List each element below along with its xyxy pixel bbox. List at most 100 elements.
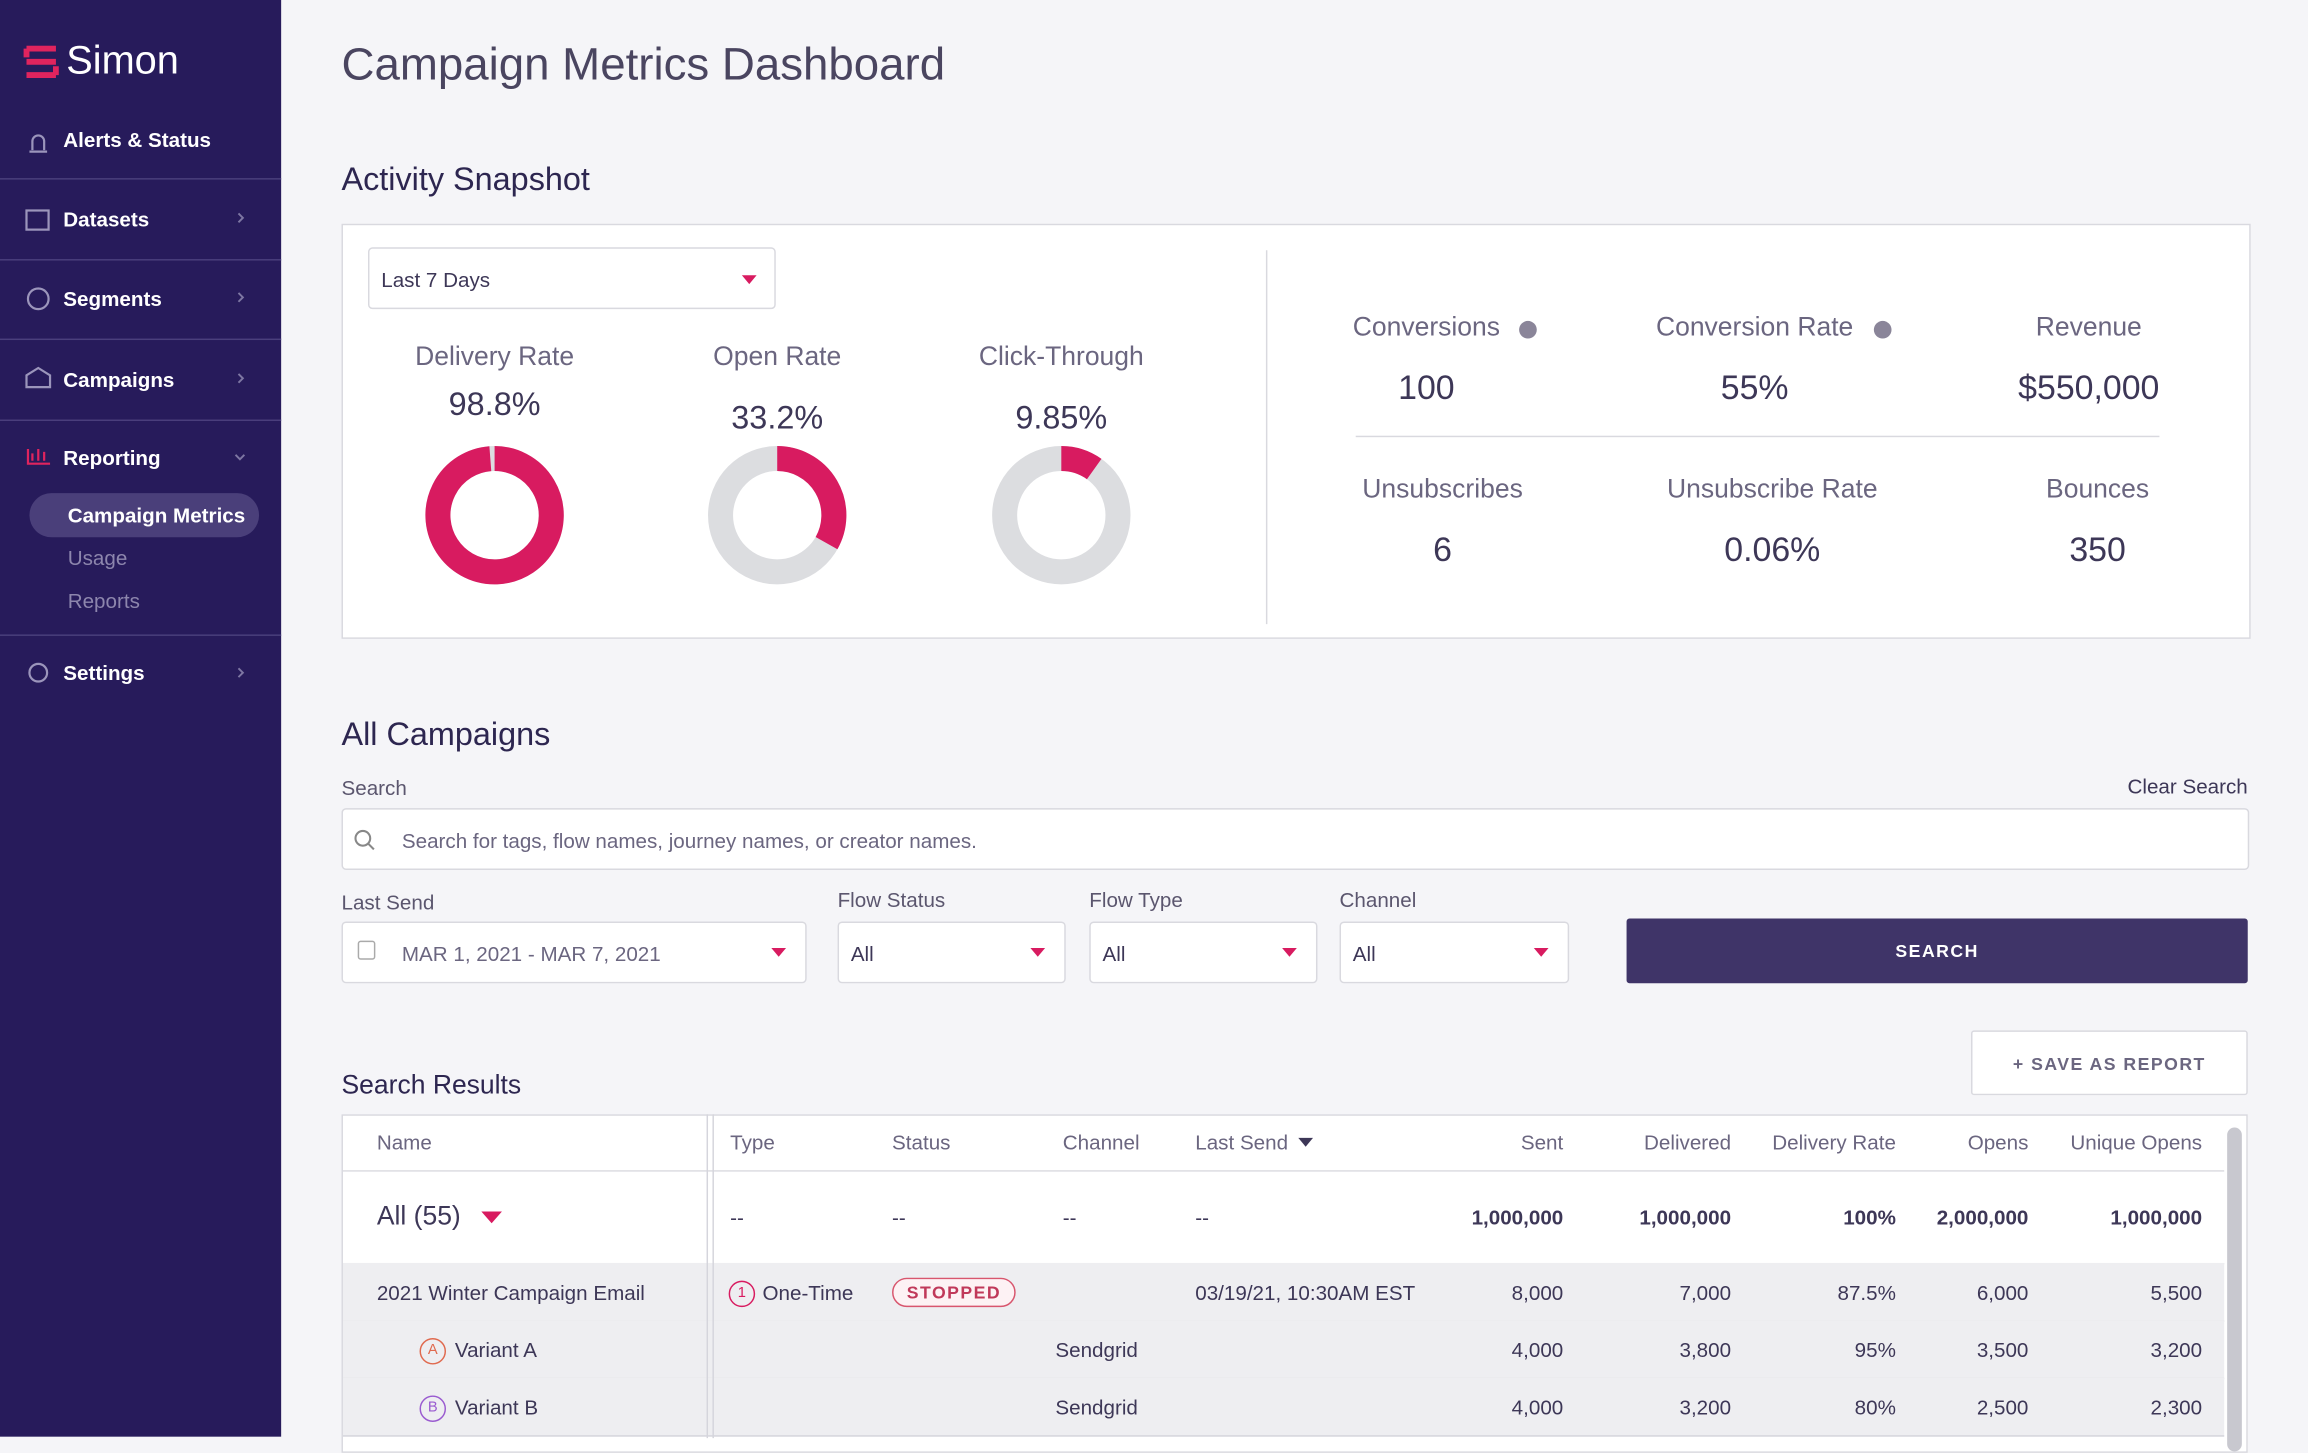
- page-title: Campaign Metrics Dashboard: [341, 38, 946, 90]
- search-label: Search: [341, 775, 407, 800]
- nav-subitem[interactable]: Campaign Metrics: [67, 503, 246, 527]
- table-cell: 100%: [1843, 1205, 1896, 1230]
- column-header: Name: [376, 1130, 432, 1155]
- table-cell: 1,000,000: [1471, 1205, 1564, 1230]
- table-cell: Variant A: [454, 1337, 537, 1361]
- table-cell: Variant B: [454, 1394, 539, 1419]
- variant-badge: A: [419, 1337, 447, 1364]
- filter-select[interactable]: [837, 921, 1066, 984]
- table-cell: All (55): [376, 1201, 461, 1231]
- table-cell: 7,000: [1679, 1279, 1732, 1304]
- column-header: Type: [730, 1130, 775, 1155]
- search-button-label: SEARCH: [1895, 940, 1979, 962]
- metric-label: Bounces: [2046, 473, 2150, 504]
- table-cell: One-Time: [762, 1279, 854, 1304]
- table-cell: 87.5%: [1837, 1279, 1896, 1304]
- search-icon: [354, 829, 375, 851]
- filter-label: Last Send: [341, 890, 435, 915]
- donut-label: Open Rate: [713, 341, 842, 371]
- metric-label: Revenue: [2035, 312, 2142, 342]
- period-value: Last 7 Days: [381, 267, 491, 292]
- table-cell: --: [1195, 1205, 1209, 1230]
- metric-value: $550,000: [2018, 368, 2160, 407]
- period-select[interactable]: [368, 247, 776, 310]
- metric-value: 0.06%: [1724, 529, 1821, 569]
- filter-select[interactable]: [1089, 921, 1318, 984]
- caret: [771, 947, 787, 957]
- table-cell: 2,300: [2150, 1394, 2203, 1419]
- calendar-icon: [357, 940, 376, 960]
- table-cell: 95%: [1854, 1337, 1896, 1361]
- table-cell: STOPPED: [892, 1276, 1016, 1307]
- filter-select[interactable]: [341, 921, 807, 984]
- search-input[interactable]: [341, 808, 2250, 870]
- section-title: All Campaigns: [341, 715, 551, 753]
- metric-label: Unsubscribes: [1362, 473, 1523, 504]
- filter-select[interactable]: [1339, 921, 1570, 984]
- donut-arc: [776, 446, 847, 550]
- nav-item[interactable]: Campaigns: [63, 368, 175, 392]
- filter-label: Channel: [1339, 887, 1417, 912]
- nav-item[interactable]: Settings: [63, 660, 145, 685]
- results-title: Search Results: [341, 1070, 522, 1100]
- search-placeholder: Search for tags, flow names, journey nam…: [401, 828, 977, 853]
- nav-subitem[interactable]: Usage: [67, 546, 128, 570]
- active-pill: [29, 493, 260, 538]
- filter-value: All: [1352, 942, 1376, 966]
- filter-label: Flow Type: [1089, 887, 1183, 912]
- table-row: [342, 1320, 2225, 1380]
- table-cell: 03/19/21, 10:30AM EST: [1195, 1279, 1416, 1304]
- donuts: [425, 446, 1131, 585]
- table-cell: 6,000: [1976, 1279, 2029, 1304]
- filter-value: All: [1102, 942, 1126, 966]
- variant-badge: B: [419, 1394, 447, 1422]
- table-cell: 2021 Winter Campaign Email: [376, 1279, 645, 1304]
- table-cell: 2,500: [1976, 1394, 2029, 1419]
- table-cell: 4,000: [1511, 1394, 1564, 1419]
- clear-search[interactable]: Clear Search: [2127, 774, 2248, 798]
- nav-item[interactable]: Datasets: [63, 207, 150, 232]
- table-cell: 4,000: [1511, 1337, 1564, 1361]
- table-cell: 1,000,000: [2110, 1205, 2203, 1230]
- table-cell: 3,500: [1976, 1337, 2029, 1361]
- sidebar: Simon Alerts & Status Datasets Segments …: [0, 0, 282, 1437]
- donut-track: [992, 446, 1131, 585]
- donut-value: 33.2%: [731, 398, 824, 436]
- column-divider: [706, 1114, 714, 1439]
- filter-value: MAR 1, 2021 - MAR 7, 2021: [401, 942, 661, 966]
- donut-arc: [425, 446, 564, 585]
- donut-label: Delivery Rate: [415, 341, 575, 371]
- search-button[interactable]: [1626, 918, 2248, 984]
- sort-caret: [1298, 1137, 1314, 1147]
- save-button[interactable]: [1971, 1030, 2248, 1096]
- metric-value: 100: [1398, 368, 1455, 407]
- table-row: [342, 1377, 2225, 1437]
- nav-item[interactable]: Alerts & Status: [63, 128, 212, 152]
- column-header: Delivery Rate: [1772, 1130, 1896, 1155]
- column-header: Delivered: [1644, 1130, 1732, 1155]
- table-cell: 3,200: [1679, 1394, 1732, 1419]
- table-cell: 3,800: [1679, 1337, 1732, 1361]
- caret: [1282, 947, 1297, 957]
- header-line: [342, 1170, 2225, 1172]
- column-header: Unique Opens: [2070, 1130, 2203, 1155]
- donut-arc: [1060, 446, 1102, 480]
- metric-value: 6: [1433, 529, 1452, 569]
- table-cell: --: [1062, 1205, 1077, 1230]
- nav-item[interactable]: Reporting: [63, 446, 161, 470]
- column-header: Last Send: [1195, 1130, 1289, 1155]
- donut-label: Click-Through: [978, 341, 1144, 371]
- table-cell: 80%: [1854, 1394, 1896, 1419]
- info-icon: [1873, 320, 1892, 339]
- nav-subitem[interactable]: Reports: [67, 588, 140, 613]
- caret: [1030, 947, 1046, 957]
- filter-value: All: [850, 942, 874, 966]
- table-cell: 5,500: [2150, 1279, 2203, 1304]
- brand: Simon: [66, 38, 179, 83]
- donut-value: 98.8%: [448, 385, 541, 423]
- column-header: Sent: [1520, 1130, 1564, 1155]
- table-cell: 2,000,000: [1936, 1205, 2029, 1230]
- nav-item[interactable]: Segments: [63, 287, 162, 311]
